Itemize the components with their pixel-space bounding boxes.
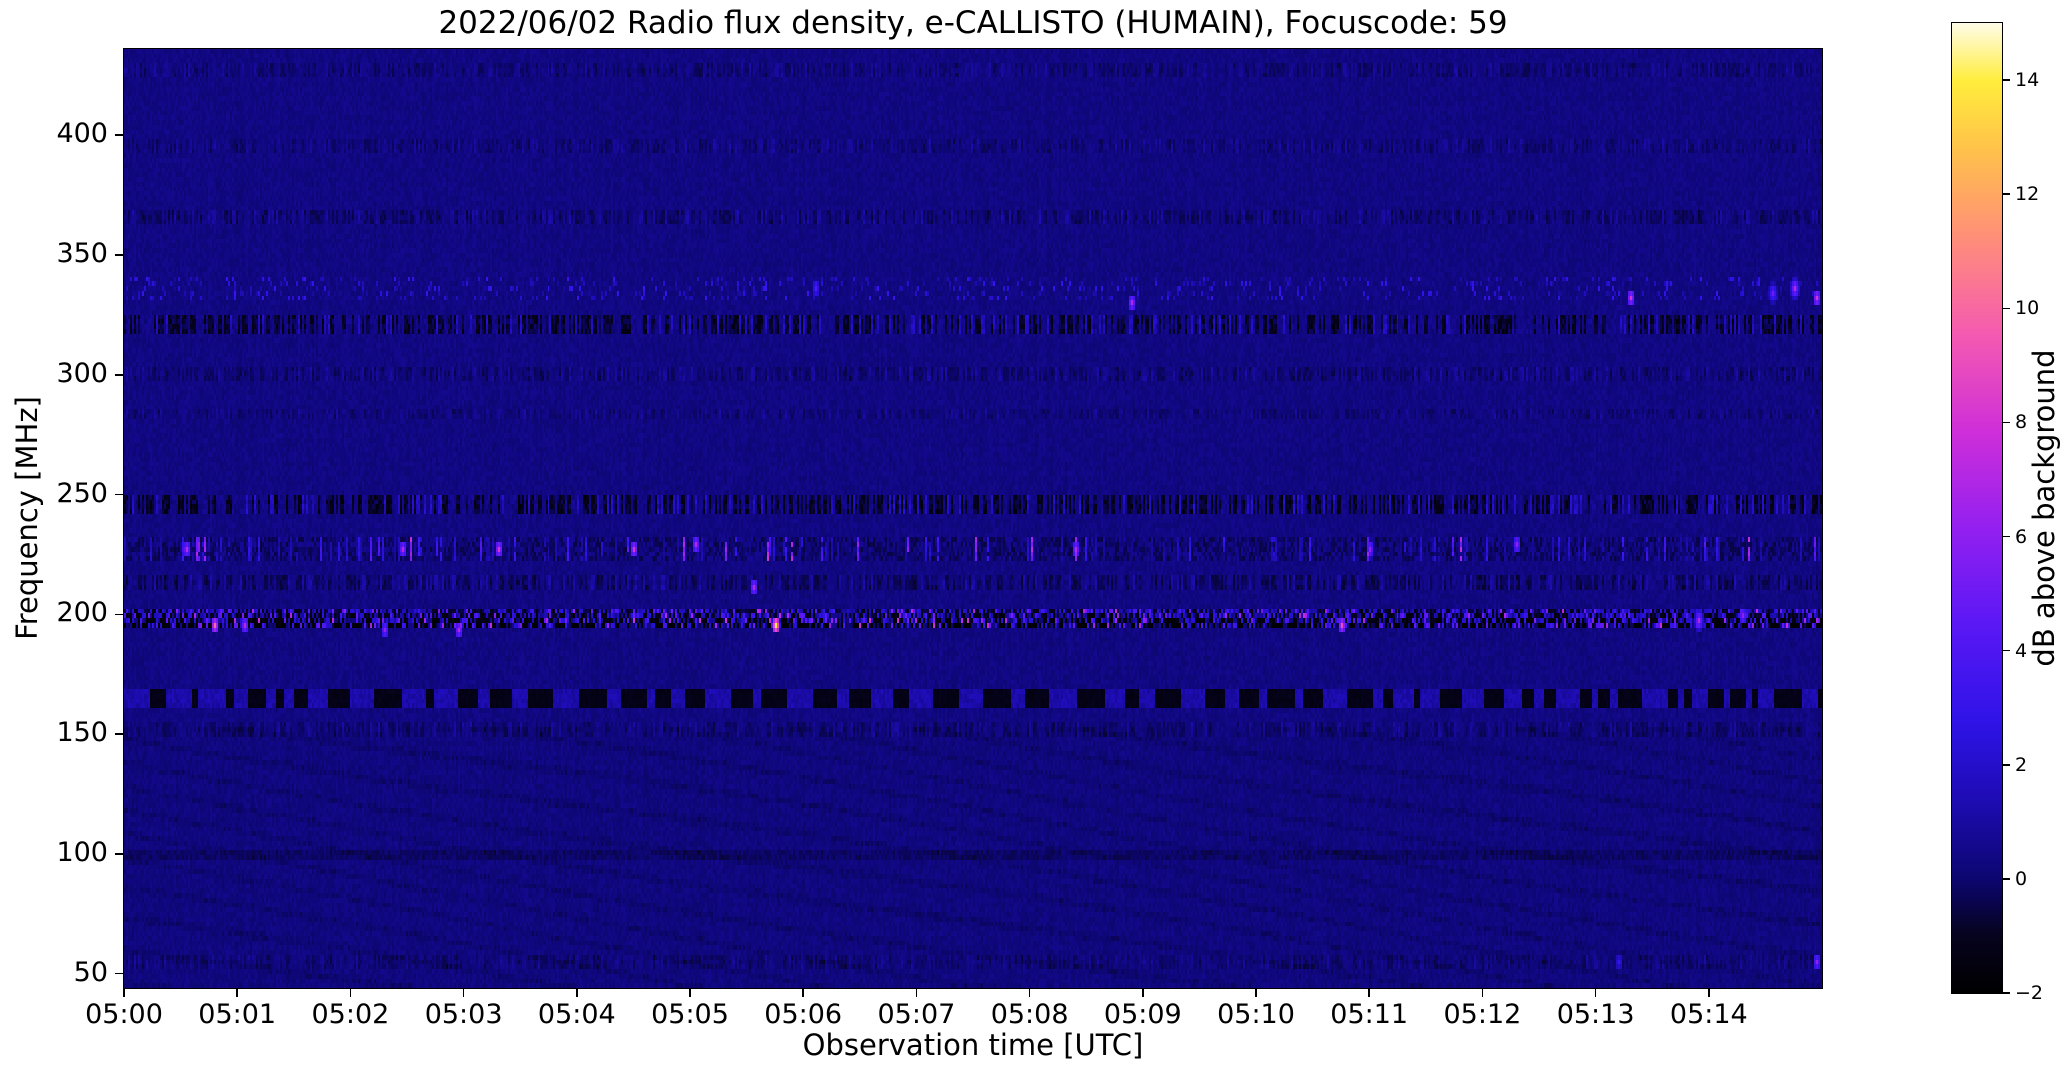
x-tick-mark (576, 988, 578, 997)
colorbar-tick-label: 12 (2015, 183, 2040, 206)
x-tick-mark (1142, 988, 1144, 997)
x-tick-mark (1594, 988, 1597, 997)
colorbar-tick-label: 4 (2015, 639, 2028, 662)
colorbar-tick-label: 0 (2015, 867, 2028, 890)
y-tick-label: 300 (56, 357, 108, 389)
y-tick-label: 100 (56, 836, 108, 868)
x-tick-mark (1368, 988, 1370, 997)
x-tick-mark (689, 988, 691, 997)
x-tick-label: 05:10 (1217, 999, 1295, 1030)
y-tick-label: 350 (56, 238, 108, 269)
x-tick-label: 05:01 (198, 999, 277, 1030)
x-tick-label: 05:04 (537, 999, 616, 1030)
colorbar-tick-mark (2002, 193, 2010, 195)
x-tick-label: 05:00 (85, 999, 163, 1030)
x-tick-label: 05:09 (1103, 999, 1182, 1030)
x-tick-label: 05:03 (424, 999, 503, 1030)
x-tick-label: 05:02 (311, 999, 390, 1030)
x-tick-mark (802, 988, 804, 997)
y-tick-mark (115, 972, 124, 975)
colorbar-tick-mark (2002, 79, 2010, 81)
x-axis-label: Observation time [UTC] (802, 1028, 1144, 1062)
x-tick-mark (123, 988, 125, 997)
colorbar-tick-mark (2002, 878, 2010, 880)
colorbar-tick-label: 2 (2015, 753, 2028, 776)
x-tick-mark (1028, 988, 1031, 997)
colorbar-tick-mark (2002, 421, 2010, 424)
colorbar-tick-mark (2002, 992, 2010, 994)
colorbar-tick-label: 6 (2015, 525, 2028, 548)
x-tick-label: 05:14 (1669, 999, 1748, 1030)
x-tick-label: 05:08 (990, 999, 1069, 1030)
colorbar-tick-label: 14 (2015, 69, 2040, 92)
x-tick-mark (462, 988, 465, 997)
y-tick-mark (115, 374, 124, 376)
colorbar-tick-mark (2002, 764, 2010, 766)
y-tick-mark (115, 134, 124, 136)
x-tick-mark (915, 988, 918, 997)
x-tick-label: 05:07 (877, 999, 956, 1030)
x-tick-mark (349, 988, 352, 997)
x-tick-label: 05:12 (1443, 999, 1522, 1030)
x-tick-label: 05:05 (651, 999, 729, 1030)
spectrogram-canvas (124, 49, 1822, 988)
y-tick-mark (115, 493, 124, 496)
colorbar-tick-mark (2002, 307, 2010, 310)
y-tick-label: 250 (56, 477, 108, 509)
y-tick-label: 150 (56, 717, 108, 749)
y-tick-mark (115, 254, 124, 256)
y-tick-label: 400 (56, 118, 108, 150)
x-tick-label: 05:06 (764, 999, 843, 1030)
y-tick-label: 200 (56, 597, 108, 629)
colorbar-tick-mark (2002, 649, 2010, 652)
colorbar-tick-label: 8 (2015, 411, 2028, 434)
x-tick-mark (1481, 988, 1484, 997)
colorbar-tick-label: 10 (2015, 297, 2040, 320)
x-tick-mark (1255, 988, 1257, 997)
colorbar (1951, 22, 2003, 994)
colorbar-label: dB above background (2027, 349, 2061, 667)
x-tick-label: 05:11 (1330, 999, 1409, 1030)
y-tick-mark (115, 613, 124, 616)
colorbar-tick-label: −2 (2015, 982, 2044, 1004)
x-tick-mark (1708, 988, 1710, 997)
chart-title: 2022/06/02 Radio flux density, e-CALLIST… (438, 5, 1508, 41)
y-tick-label: 50 (73, 956, 108, 988)
x-tick-mark (236, 988, 238, 997)
y-tick-mark (115, 733, 124, 735)
y-tick-mark (115, 853, 124, 855)
spectrogram-plot (123, 48, 1823, 989)
x-tick-label: 05:13 (1556, 999, 1635, 1030)
colorbar-tick-mark (2002, 535, 2010, 538)
